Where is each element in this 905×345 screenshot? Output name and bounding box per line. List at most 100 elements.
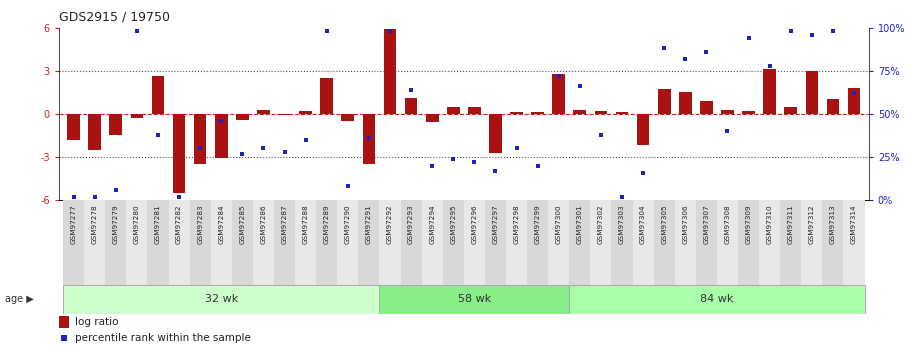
Text: GSM97308: GSM97308 bbox=[725, 204, 730, 244]
Text: GSM97297: GSM97297 bbox=[492, 204, 499, 244]
Text: GSM97278: GSM97278 bbox=[91, 204, 98, 244]
Bar bbox=[780, 200, 801, 285]
Point bbox=[340, 184, 355, 189]
Bar bbox=[823, 200, 843, 285]
Text: GSM97293: GSM97293 bbox=[408, 204, 414, 244]
Point bbox=[741, 35, 756, 41]
Bar bbox=[130, 114, 143, 118]
Text: GSM97301: GSM97301 bbox=[576, 204, 583, 244]
Text: GSM97290: GSM97290 bbox=[345, 204, 351, 244]
Point bbox=[488, 168, 502, 174]
Text: GSM97303: GSM97303 bbox=[619, 204, 625, 244]
Text: GSM97291: GSM97291 bbox=[366, 204, 372, 244]
Text: GSM97281: GSM97281 bbox=[155, 204, 161, 244]
Bar bbox=[59, 316, 70, 328]
Text: GSM97277: GSM97277 bbox=[71, 204, 77, 244]
Bar bbox=[531, 112, 544, 114]
Bar bbox=[63, 200, 84, 285]
Point bbox=[720, 128, 735, 134]
Bar bbox=[401, 200, 422, 285]
Text: age ▶: age ▶ bbox=[5, 294, 33, 304]
Text: GSM97288: GSM97288 bbox=[302, 204, 309, 244]
Point bbox=[277, 149, 291, 155]
Point bbox=[762, 63, 776, 68]
Point bbox=[594, 132, 608, 137]
Bar bbox=[422, 200, 443, 285]
Text: GSM97307: GSM97307 bbox=[703, 204, 710, 244]
Bar bbox=[569, 285, 864, 314]
Bar bbox=[300, 111, 312, 114]
Bar bbox=[805, 71, 818, 114]
Text: GSM97304: GSM97304 bbox=[640, 204, 646, 244]
Bar bbox=[320, 78, 333, 114]
Point bbox=[425, 163, 440, 168]
Bar bbox=[316, 200, 338, 285]
Bar bbox=[341, 114, 354, 121]
Bar bbox=[152, 77, 165, 114]
Bar bbox=[595, 111, 607, 114]
Bar bbox=[590, 200, 612, 285]
Text: GSM97312: GSM97312 bbox=[809, 204, 814, 244]
Text: GSM97289: GSM97289 bbox=[324, 204, 329, 244]
Point bbox=[256, 146, 271, 151]
Text: GSM97313: GSM97313 bbox=[830, 204, 836, 244]
Point bbox=[319, 28, 334, 34]
Point bbox=[383, 28, 397, 34]
Point bbox=[109, 187, 123, 193]
Text: GDS2915 / 19750: GDS2915 / 19750 bbox=[59, 10, 170, 23]
Point bbox=[504, 265, 519, 270]
Bar bbox=[679, 92, 691, 114]
Text: GSM97300: GSM97300 bbox=[556, 204, 562, 244]
Bar bbox=[214, 114, 227, 158]
Text: GSM97286: GSM97286 bbox=[261, 204, 266, 244]
Point bbox=[129, 28, 144, 34]
Point bbox=[805, 32, 819, 37]
Bar bbox=[194, 114, 206, 164]
Point bbox=[530, 163, 545, 168]
Bar bbox=[700, 101, 713, 114]
Text: GSM97309: GSM97309 bbox=[746, 204, 751, 244]
Point bbox=[151, 132, 166, 137]
Bar bbox=[721, 110, 734, 114]
Text: GSM97280: GSM97280 bbox=[134, 204, 140, 244]
Point bbox=[614, 194, 629, 199]
Bar bbox=[232, 200, 252, 285]
Bar bbox=[527, 200, 548, 285]
Bar bbox=[801, 200, 823, 285]
Text: GSM97292: GSM97292 bbox=[387, 204, 393, 244]
Point bbox=[88, 194, 102, 199]
Bar bbox=[63, 285, 379, 314]
Bar bbox=[506, 200, 527, 285]
Bar bbox=[190, 200, 211, 285]
Bar bbox=[443, 200, 463, 285]
Bar bbox=[295, 200, 316, 285]
Bar bbox=[738, 200, 759, 285]
Point bbox=[510, 146, 524, 151]
Text: 58 wk: 58 wk bbox=[458, 294, 491, 304]
Bar bbox=[257, 110, 270, 114]
Point bbox=[404, 87, 418, 92]
Text: GSM97314: GSM97314 bbox=[851, 204, 857, 244]
Bar bbox=[615, 112, 628, 114]
Text: GSM97283: GSM97283 bbox=[197, 204, 203, 244]
Bar bbox=[763, 69, 776, 114]
Bar bbox=[463, 200, 485, 285]
Point bbox=[235, 151, 250, 156]
Bar bbox=[405, 98, 417, 114]
Bar bbox=[358, 200, 379, 285]
Bar bbox=[379, 285, 569, 314]
Point bbox=[847, 90, 862, 96]
Bar bbox=[379, 200, 401, 285]
Bar bbox=[552, 73, 565, 114]
Bar bbox=[252, 200, 274, 285]
Text: GSM97295: GSM97295 bbox=[451, 204, 456, 244]
Text: GSM97282: GSM97282 bbox=[176, 204, 182, 244]
Point bbox=[446, 156, 461, 161]
Bar bbox=[89, 114, 101, 150]
Bar bbox=[84, 200, 105, 285]
Point bbox=[657, 46, 672, 51]
Bar bbox=[468, 107, 481, 114]
Bar bbox=[510, 112, 523, 114]
Text: GSM97287: GSM97287 bbox=[281, 204, 288, 244]
Point bbox=[214, 118, 228, 124]
